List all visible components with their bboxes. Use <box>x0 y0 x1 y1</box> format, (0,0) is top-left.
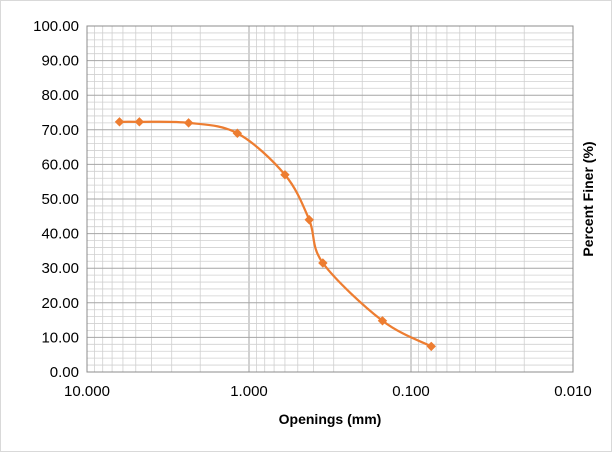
data-point-marker <box>426 341 436 352</box>
plot-area-border <box>86 25 574 373</box>
data-point-marker <box>318 258 328 268</box>
x-tick-label: 1.000 <box>230 383 268 400</box>
x-axis-title: Openings (mm) <box>279 411 382 427</box>
data-point-marker <box>114 117 125 127</box>
data-point-marker <box>232 128 243 138</box>
x-tick-label: 10.000 <box>64 383 110 400</box>
y-tick-label: 10.00 <box>41 329 79 346</box>
y-axis-title: Percent Finer (%) <box>580 141 596 256</box>
data-point-marker <box>134 117 145 127</box>
data-point-marker <box>280 170 290 180</box>
y-tick-label: 60.00 <box>41 156 79 173</box>
data-point-marker <box>304 215 314 225</box>
series-layer <box>114 117 436 352</box>
x-tick-label: 0.100 <box>392 383 430 400</box>
axis-layer <box>86 25 574 373</box>
y-tick-label: 0.00 <box>50 364 79 381</box>
y-tick-label: 40.00 <box>41 226 79 243</box>
y-tick-label: 100.00 <box>33 18 79 35</box>
data-point-marker <box>377 316 388 326</box>
grid-layer <box>87 25 574 373</box>
y-tick-label: 20.00 <box>41 295 79 312</box>
y-tick-label: 50.00 <box>41 191 79 208</box>
data-point-marker <box>183 118 194 128</box>
label-layer: 0.00 10.00 20.00 30.00 40.00 50.00 60.00 70.00 8… <box>33 18 592 400</box>
x-tick-label: 0.010 <box>554 383 592 400</box>
y-tick-label: 30.00 <box>41 260 79 277</box>
y-tick-label: 90.00 <box>41 53 79 70</box>
y-tick-label: 80.00 <box>41 87 79 104</box>
y-tick-label: 70.00 <box>41 122 79 139</box>
